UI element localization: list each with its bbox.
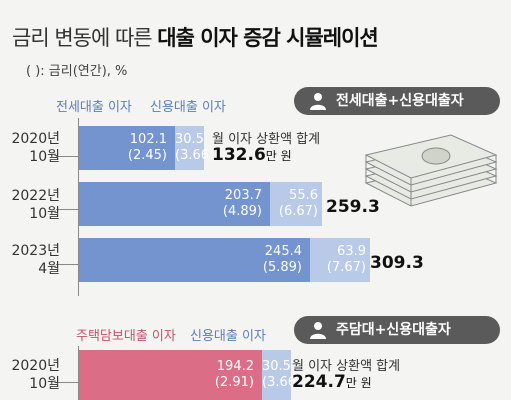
bar-segment-0-b: 30.5 (3.66) (175, 126, 215, 170)
value-label: 203.7 (224, 188, 262, 203)
rate-label: (6.67) (278, 204, 318, 219)
page-title: 금리 변동에 따른 대출 이자 증감 시뮬레이션 (12, 22, 379, 52)
total-unit: 만 원 (345, 376, 372, 390)
total-unit: 만 원 (265, 149, 292, 163)
money-stack-icon (364, 134, 498, 207)
bar-segment-2-a: 245.4 (5.89) (79, 238, 310, 282)
total-2020: 132.6만 원 (212, 145, 292, 165)
total-caption-2: 월 이자 상환액 합계 (292, 359, 401, 374)
category-month: 4월 (38, 261, 60, 277)
title-bold: 대출 이자 증감 시뮬레이션 (157, 26, 378, 50)
category-month: 10월 (29, 149, 60, 165)
unit-note: ( ): 금리(연간), % (26, 64, 128, 79)
legend-jeonse: 전세대출 이자 (56, 100, 132, 115)
bar-segment-1-b: 55.6 (6.67) (270, 182, 322, 226)
legend-mortgage: 주택담보대출 이자 (76, 329, 176, 344)
axis-line-2 (78, 346, 79, 400)
bar-segment-2-b: 63.9 (7.67) (310, 238, 370, 282)
rate-label: (2.45) (127, 148, 167, 163)
total-2023: 309.3 (370, 253, 424, 273)
bar-segment-0-b: 30.5 (3.66) (262, 350, 302, 400)
category-label-2020-b: 2020년 10월 (4, 357, 60, 393)
total-caption: 월 이자 상환액 합계 (212, 132, 321, 147)
category-label-2022: 2022년 10월 (4, 187, 60, 223)
badge-mortgage-credit: 주담대+신용대출자 (294, 316, 500, 344)
bar-segment-0-a: 194.2 (2.91) (79, 350, 262, 400)
legend-credit: 신용대출 이자 (150, 100, 226, 115)
bar-segment-0-a: 102.1 (2.45) (79, 126, 175, 170)
total-2022: 259.3 (326, 197, 380, 217)
tick-2023 (56, 264, 78, 265)
total-value: 224.7 (292, 372, 346, 392)
category-year: 2022년 (11, 188, 60, 204)
tick-2020-b (56, 382, 78, 383)
rate-label: (2.91) (214, 375, 254, 390)
badge-label: 주담대+신용대출자 (336, 322, 451, 338)
value-label: 245.4 (264, 244, 302, 259)
rate-label: (4.89) (222, 204, 262, 219)
value-label: 194.2 (216, 359, 254, 374)
rate-label: (7.67) (326, 260, 366, 275)
value-label: 55.6 (289, 188, 318, 203)
category-label-2023: 2023년 4월 (4, 242, 60, 278)
person-icon (310, 322, 326, 339)
value-label: 30.5 (262, 359, 291, 374)
axis-line (78, 118, 79, 296)
category-year: 2020년 (11, 131, 60, 147)
tick-2020 (56, 156, 78, 157)
category-year: 2023년 (11, 243, 60, 259)
rate-label: (3.66) (175, 148, 215, 163)
category-month: 10월 (29, 376, 60, 392)
badge-jeonse-credit: 전세대출+신용대출자 (294, 87, 500, 115)
category-month: 10월 (29, 206, 60, 222)
total-mortgage-2020: 224.7만 원 (292, 372, 372, 392)
category-year: 2020년 (11, 358, 60, 374)
rate-label: (3.66) (262, 375, 302, 390)
category-label-2020: 2020년 10월 (4, 130, 60, 166)
rate-label: (5.89) (262, 260, 302, 275)
person-icon (310, 93, 326, 110)
value-label: 102.1 (129, 132, 167, 147)
bar-segment-1-a: 203.7 (4.89) (79, 182, 270, 226)
legend-credit-2: 신용대출 이자 (190, 329, 266, 344)
total-value: 132.6 (212, 145, 266, 165)
title-regular: 금리 변동에 따른 (12, 26, 158, 50)
badge-label: 전세대출+신용대출자 (336, 93, 464, 109)
tick-2022 (56, 209, 78, 210)
value-label: 30.5 (175, 132, 204, 147)
value-label: 63.9 (337, 244, 366, 259)
